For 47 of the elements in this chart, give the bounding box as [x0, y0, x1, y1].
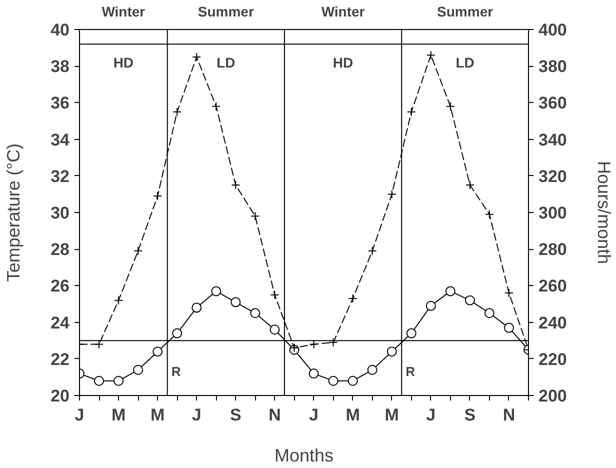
y-tick-label: 32: [50, 166, 70, 186]
y-axis-title: Temperature (°C): [4, 143, 24, 282]
x-tick-label: M: [384, 406, 399, 424]
y2-tick-label: 320: [538, 166, 567, 186]
annotation: R: [406, 364, 416, 379]
x-tick-label: J: [74, 406, 84, 424]
text: Winter: [102, 4, 146, 20]
x-tick-label: J: [309, 406, 318, 424]
y2-tick-label: 400: [538, 20, 567, 40]
y-tick-label: 20: [50, 386, 70, 406]
x-tick-label: N: [502, 406, 516, 424]
x-tick-label: J: [192, 406, 202, 424]
x-tick-label: S: [464, 406, 476, 424]
y-tick-label: 34: [50, 130, 70, 150]
annotation: LD: [456, 54, 474, 70]
y-tick-label: 40: [50, 20, 70, 40]
y2-tick-label: 240: [538, 313, 567, 332]
y2-tick-label: 220: [538, 350, 567, 369]
annotation: LD: [216, 54, 236, 70]
y2-tick-label: 340: [538, 130, 567, 150]
y-tick-label: 38: [50, 57, 70, 76]
annotation: HD: [332, 54, 354, 70]
x-tick-label: N: [268, 406, 281, 424]
annotation: HD: [113, 54, 134, 70]
annotation: R: [171, 364, 182, 379]
x-tick-label: M: [346, 406, 360, 424]
y2-tick-label: 380: [538, 57, 567, 76]
y2-tick-label: 300: [538, 204, 567, 222]
y2-tick-label: 260: [538, 276, 567, 296]
text: Summer: [198, 4, 254, 20]
x-tick-label: M: [111, 406, 126, 424]
y-tick-label: 28: [50, 240, 70, 260]
x-tick-label: S: [230, 406, 242, 424]
y2-tick-label: 360: [538, 94, 567, 113]
x-axis-title: Months: [274, 446, 334, 466]
y-tick-label: 30: [50, 204, 70, 222]
text: Summer: [437, 4, 494, 20]
y2-tick-label: 200: [538, 386, 567, 406]
y-tick-label: 22: [50, 350, 70, 369]
y-tick-label: 26: [50, 276, 70, 296]
x-tick-label: M: [150, 406, 165, 424]
x-tick-label: J: [426, 406, 436, 424]
y2-tick-label: 280: [538, 240, 567, 260]
y-tick-label: 24: [50, 313, 70, 332]
text: Winter: [321, 4, 366, 20]
y-tick-label: 36: [50, 94, 70, 113]
y2-axis-title: Hours/month: [594, 160, 614, 264]
